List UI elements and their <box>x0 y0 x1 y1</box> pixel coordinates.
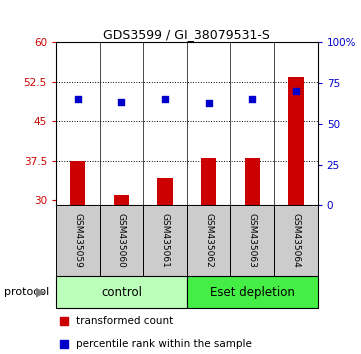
Text: Eset depletion: Eset depletion <box>210 286 295 298</box>
Point <box>162 96 168 102</box>
Point <box>206 100 212 105</box>
Bar <box>187 276 318 308</box>
Text: GSM435062: GSM435062 <box>204 213 213 268</box>
Text: control: control <box>101 286 142 298</box>
Text: GSM435059: GSM435059 <box>73 213 82 268</box>
Bar <box>157 178 173 205</box>
Bar <box>245 158 260 205</box>
Bar <box>143 205 187 276</box>
Bar <box>70 161 86 205</box>
Bar <box>187 205 230 276</box>
Bar <box>114 195 129 205</box>
Text: GSM435061: GSM435061 <box>161 213 170 268</box>
Bar <box>274 205 318 276</box>
Point <box>255 27 261 33</box>
Point <box>75 96 81 102</box>
Title: GDS3599 / GI_38079531-S: GDS3599 / GI_38079531-S <box>103 28 270 41</box>
Bar <box>288 76 304 205</box>
Text: percentile rank within the sample: percentile rank within the sample <box>75 339 252 349</box>
Text: GSM435060: GSM435060 <box>117 213 126 268</box>
Text: protocol: protocol <box>4 287 49 297</box>
Text: GSM435064: GSM435064 <box>291 213 300 268</box>
Point <box>249 97 255 102</box>
Text: ▶: ▶ <box>36 286 46 298</box>
Point <box>293 88 299 94</box>
Bar <box>56 276 187 308</box>
Point <box>255 236 261 242</box>
Bar <box>230 205 274 276</box>
Bar <box>201 158 216 205</box>
Bar <box>56 205 100 276</box>
Text: transformed count: transformed count <box>75 316 173 326</box>
Bar <box>100 205 143 276</box>
Text: GSM435063: GSM435063 <box>248 213 257 268</box>
Point <box>118 99 124 105</box>
